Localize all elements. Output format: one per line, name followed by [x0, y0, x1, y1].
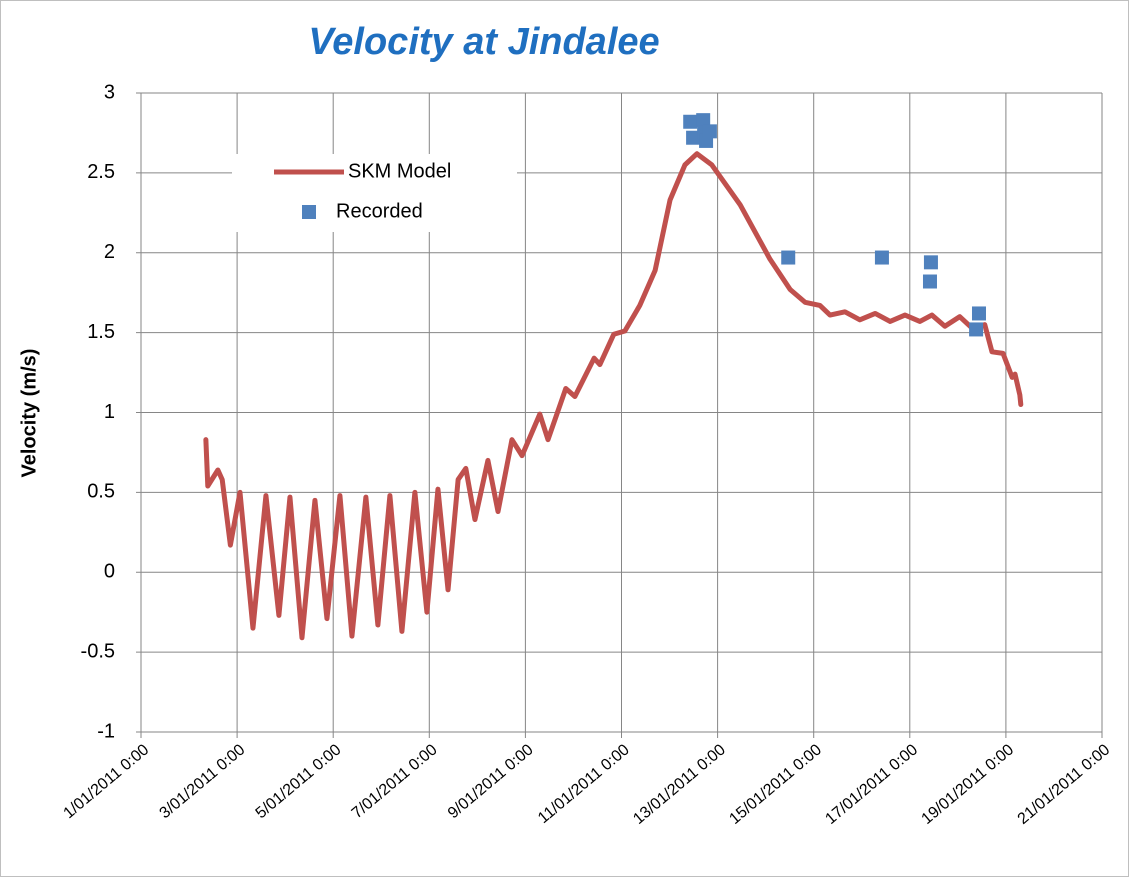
- y-tick-label: 0: [104, 561, 115, 583]
- data-point: [922, 274, 937, 289]
- data-point: [686, 130, 701, 145]
- data-point: [781, 250, 796, 265]
- y-tick-label: 0.5: [87, 481, 115, 503]
- legend-swatch: [302, 205, 316, 219]
- legend-label: SKM Model: [348, 160, 451, 182]
- data-point: [874, 250, 889, 265]
- y-tick-label: 2.5: [87, 161, 115, 183]
- data-point: [923, 255, 938, 270]
- y-tick-label: 2: [104, 241, 115, 263]
- y-tick-label: -1: [97, 720, 115, 742]
- series-line: [203, 151, 1024, 641]
- y-tick-label: 1: [104, 401, 115, 423]
- legend-box: [232, 154, 517, 232]
- chart-title: Velocity at Jindalee: [308, 21, 659, 63]
- legend-label: Recorded: [336, 200, 423, 222]
- data-point: [971, 306, 986, 321]
- y-tick-label: 3: [104, 81, 115, 103]
- y-tick-label: -0.5: [81, 640, 115, 662]
- data-point: [696, 113, 711, 128]
- data-point: [969, 322, 984, 337]
- data-point: [683, 114, 698, 129]
- data-point: [702, 124, 717, 139]
- y-axis-label: Velocity (m/s): [18, 349, 40, 478]
- y-tick-label: 1.5: [87, 321, 115, 343]
